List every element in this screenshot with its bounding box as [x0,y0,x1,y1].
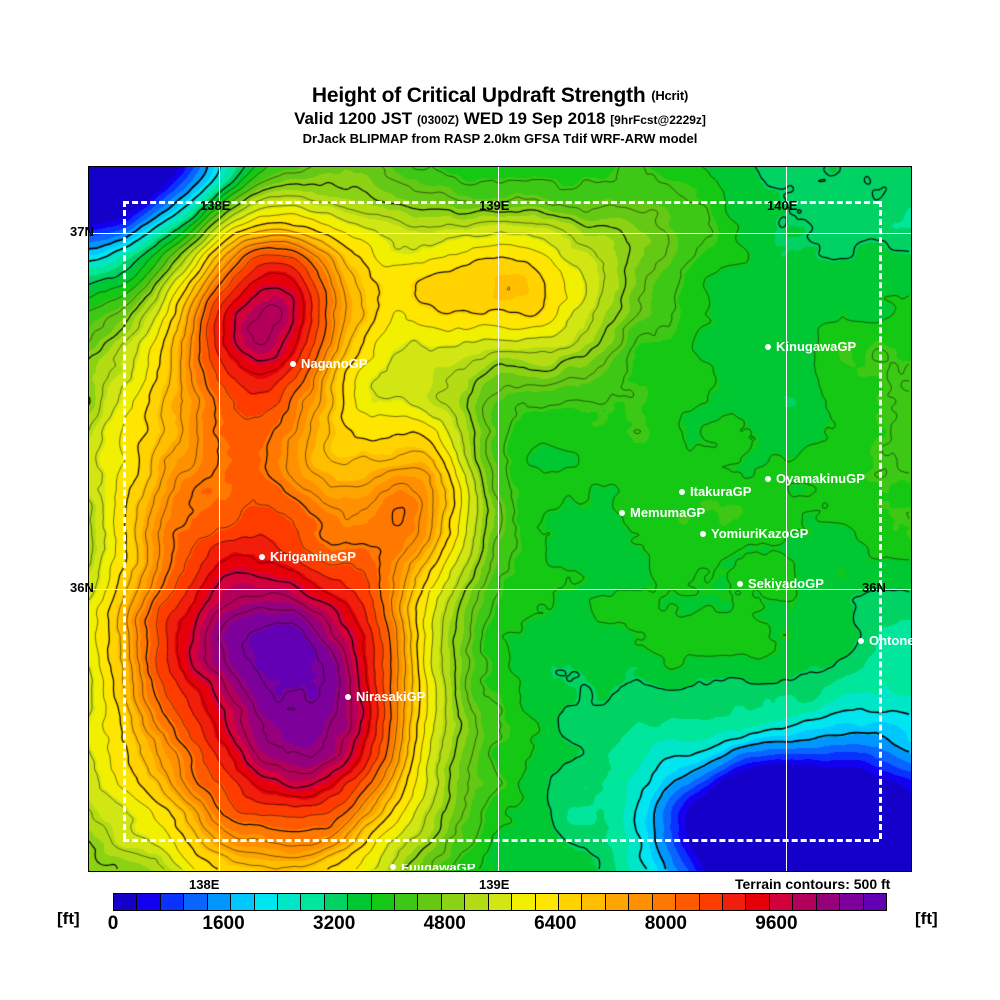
station-label: NaganoGP [301,356,368,371]
colorbar-segment [441,894,466,910]
station-marker[interactable]: OyamakinuGP [765,472,865,485]
station-label: FujigawaGP [401,864,475,870]
station-label: MemumaGP [630,505,706,520]
page-title: Height of Critical Updraft Strength (Hcr… [0,84,1000,108]
colorbar-segment [207,894,232,910]
valid-time-local: Valid 1200 JST [294,109,413,128]
colorbar-segment [184,894,208,910]
colorbar-segment [559,894,583,910]
station-marker[interactable]: SekiyadoGP [737,577,824,590]
colorbar-tick-label: 3200 [313,913,356,934]
colorbar-segment [863,894,886,910]
latitude-label: 37N [70,224,94,239]
colorbar-tick-label: 9600 [755,913,798,934]
station-label: Ohtone [869,634,912,647]
colorbar-segment [512,894,536,910]
station-marker[interactable]: FujigawaGP [390,864,475,870]
colorbar-segment [652,894,677,910]
colorbar-segment [277,894,302,910]
station-marker[interactable]: KirigamineGP [259,550,356,563]
colorbar-segment [582,894,606,910]
colorbar-segment [465,894,489,910]
station-marker[interactable]: MemumaGP [619,506,705,519]
colorbar-segment [816,894,841,910]
valid-time-utc: (0300Z) [416,113,459,127]
colorbar-segment [605,894,630,910]
colorbar-segment [114,894,138,910]
model-source-line: DrJack BLIPMAP from RASP 2.0km GFSA Tdif… [302,131,698,146]
station-dot-icon [858,637,864,644]
colorbar-segment [371,894,396,910]
colorbar-segment [301,894,325,910]
station-marker[interactable]: Ohtone [858,634,912,647]
station-dot-icon [700,530,706,537]
station-marker[interactable]: ItakuraGP [679,485,751,498]
station-label: OyamakinuGP [776,471,865,486]
colorbar-segment [840,894,864,910]
colorbar-unit-right: [ft] [915,909,938,928]
valid-date: WED 19 Sep 2018 [463,109,606,128]
colorbar-segment [418,894,442,910]
colorbar-segment [676,894,700,910]
colorbar-tick-label: 0 [107,913,119,934]
colorbar-segment [769,894,794,910]
station-label: NirasakiGP [356,689,426,704]
terrain-contour-note: Terrain contours: 500 ft [735,876,891,892]
colorbar-tick-label: 4800 [423,913,466,934]
colorbar-tick-label: 1600 [202,913,245,934]
colorbar-segment [231,894,255,910]
colorbar-segment [488,894,513,910]
colorbar-segment [699,894,723,910]
latitude-label: 36N [862,580,886,595]
station-label: KinugawaGP [776,339,857,354]
station-label: YomiuriKazoGP [711,526,809,541]
colorbar-segment [793,894,817,910]
longitude-label-bottom: 139E [479,877,510,892]
colorbar-segment [629,894,653,910]
valid-time-line: Valid 1200 JST (0300Z) WED 19 Sep 2018 [… [0,109,1000,130]
station-dot-icon [345,693,351,700]
station-marker[interactable]: KinugawaGP [765,340,856,353]
colorbar-legend: [ft] [ft] 0 1600 3200 4800 6400 8000 9600 [0,893,1000,935]
forecast-stamp: [9hrFcst@2229z] [610,113,706,127]
station-dot-icon [619,509,625,516]
station-marker[interactable]: NirasakiGP [345,690,425,703]
colorbar-segment [535,894,560,910]
station-dot-icon [259,553,265,560]
colorbar-segment [348,894,372,910]
colorbar-segment [722,894,747,910]
colorbar-segment [137,894,161,910]
station-dot-icon [737,580,743,587]
station-label: SekiyadoGP [748,576,824,591]
colorbar-segment [324,894,349,910]
longitude-label: 138E [200,198,231,213]
station-dot-icon [679,488,685,495]
latitude-label: 36N [70,580,94,595]
colorbar-tick-label: 6400 [534,913,577,934]
longitude-label: 140E [767,198,798,213]
colorbar-scale [113,893,887,911]
colorbar-unit-left: [ft] [57,909,80,928]
colorbar-segment [395,894,419,910]
page-title-superscript: (Hcrit) [651,88,689,103]
station-marker[interactable]: YomiuriKazoGP [700,527,808,540]
station-dot-icon [765,475,771,482]
colorbar-tick-label: 8000 [644,913,687,934]
page-title-text: Height of Critical Updraft Strength [311,84,646,107]
longitude-label: 139E [479,198,510,213]
title-block: Height of Critical Updraft Strength (Hcr… [0,84,1000,147]
station-dot-icon [390,864,396,870]
station-marker[interactable]: NaganoGP [290,357,367,370]
station-dot-icon [290,360,296,367]
forecast-map[interactable] [88,166,912,872]
colorbar-segment [160,894,185,910]
station-dot-icon [765,343,771,350]
station-label: KirigamineGP [270,549,356,564]
colorbar-segment [746,894,770,910]
station-label: ItakuraGP [690,484,752,499]
colorbar-segment [254,894,278,910]
longitude-label-bottom: 138E [189,877,220,892]
map-raster-canvas [89,167,911,871]
